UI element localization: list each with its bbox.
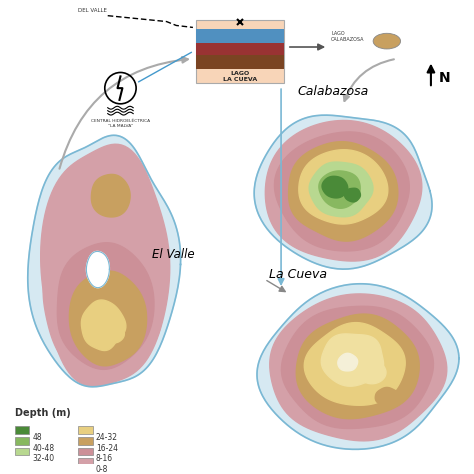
Text: LAGO
LA CUEVA: LAGO LA CUEVA (223, 72, 257, 82)
Polygon shape (41, 144, 170, 386)
Bar (78, 458, 93, 466)
Text: CENTRAL HIDROELÉCTRICA
"LA MALVA": CENTRAL HIDROELÉCTRICA "LA MALVA" (91, 119, 150, 128)
Text: 48: 48 (32, 433, 42, 442)
Text: 24-32: 24-32 (96, 433, 118, 442)
Text: 0-8: 0-8 (96, 465, 109, 474)
Ellipse shape (373, 33, 401, 49)
Polygon shape (309, 162, 373, 217)
Bar (15, 437, 29, 445)
Bar (78, 437, 93, 445)
Polygon shape (254, 115, 432, 269)
Polygon shape (345, 188, 360, 202)
Bar (15, 447, 29, 456)
Polygon shape (265, 120, 422, 261)
Text: LAGO
CALABAZOSA: LAGO CALABAZOSA (331, 31, 365, 42)
Polygon shape (274, 132, 409, 251)
Text: 16-24: 16-24 (96, 444, 118, 453)
Polygon shape (299, 150, 388, 224)
Polygon shape (375, 387, 399, 405)
Bar (196, 29, 284, 43)
Bar (196, 43, 284, 55)
Polygon shape (57, 243, 154, 369)
Text: N: N (439, 72, 450, 85)
Polygon shape (257, 284, 459, 449)
Bar (15, 426, 29, 434)
Polygon shape (82, 300, 126, 351)
Polygon shape (296, 314, 419, 419)
Polygon shape (91, 174, 130, 217)
Polygon shape (304, 323, 405, 405)
Polygon shape (69, 271, 146, 366)
Polygon shape (28, 135, 181, 387)
Text: Depth (m): Depth (m) (15, 408, 71, 418)
Polygon shape (270, 294, 447, 441)
Polygon shape (282, 306, 433, 428)
Polygon shape (321, 334, 383, 386)
Text: 40-48: 40-48 (32, 444, 55, 453)
Polygon shape (322, 176, 348, 198)
Text: El Valle: El Valle (152, 248, 194, 261)
Text: La Cueva: La Cueva (269, 268, 328, 281)
Bar (78, 447, 93, 456)
Polygon shape (358, 360, 386, 384)
Polygon shape (338, 353, 358, 371)
Text: 8-16: 8-16 (96, 455, 113, 464)
Text: 32-40: 32-40 (32, 455, 55, 464)
Polygon shape (105, 323, 124, 343)
Polygon shape (67, 149, 148, 252)
Polygon shape (86, 251, 109, 288)
Bar (78, 426, 93, 434)
Bar (196, 19, 284, 83)
Polygon shape (319, 171, 360, 208)
Text: Calabazosa: Calabazosa (297, 85, 369, 98)
Bar (196, 55, 284, 69)
Polygon shape (43, 229, 162, 378)
Polygon shape (289, 142, 398, 241)
Text: DEL VALLE: DEL VALLE (78, 8, 107, 13)
